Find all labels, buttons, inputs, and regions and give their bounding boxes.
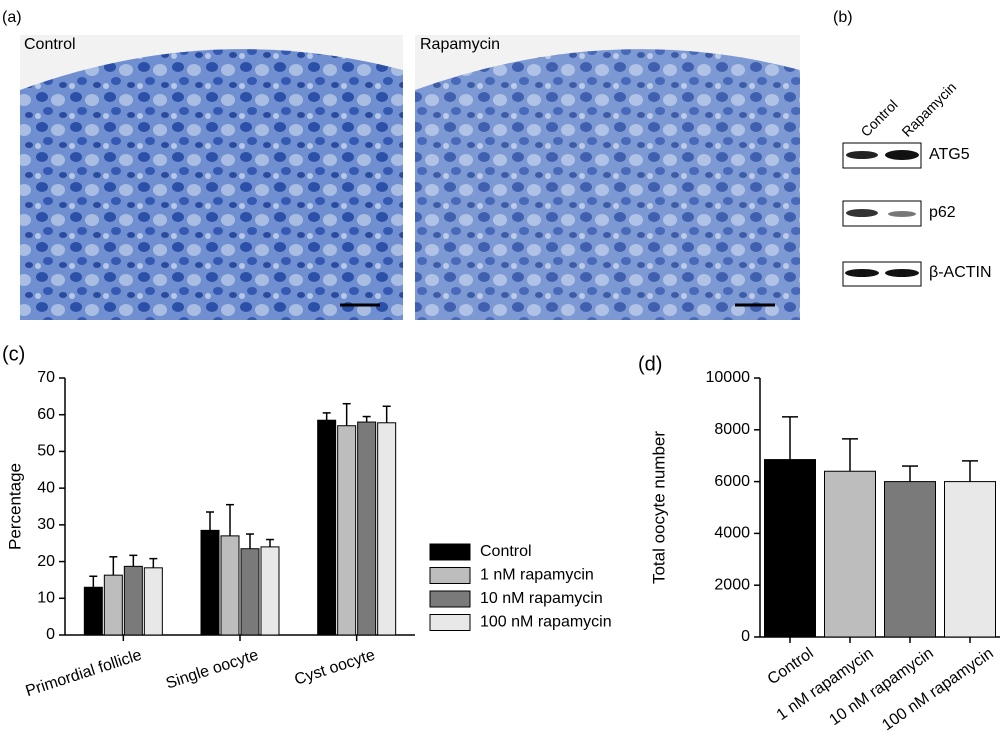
bar bbox=[377, 422, 397, 636]
legend-label: Control bbox=[480, 543, 532, 560]
x-tick-label: Single oocyte bbox=[164, 647, 261, 693]
legend-label: 10 nM rapamycin bbox=[480, 590, 603, 607]
y-tick-label: 60 bbox=[37, 406, 55, 423]
bar bbox=[824, 470, 876, 638]
x-tick-label: Control bbox=[765, 645, 817, 689]
bar bbox=[103, 574, 123, 636]
bar bbox=[200, 529, 220, 636]
blot bbox=[842, 142, 922, 287]
x-tick-label: Cyst oocyte bbox=[292, 647, 377, 689]
bar bbox=[83, 586, 103, 636]
legend-swatch bbox=[429, 543, 471, 561]
micrograph bbox=[20, 49, 403, 320]
bar bbox=[317, 419, 337, 636]
y-axis-label: Total oocyte number bbox=[649, 431, 668, 584]
y-tick-label: 50 bbox=[37, 443, 55, 460]
y-tick-label: 20 bbox=[37, 553, 55, 570]
panel-label: (c) bbox=[2, 343, 25, 365]
band-label: β-ACTIN bbox=[929, 264, 992, 281]
legend-swatch bbox=[429, 590, 471, 608]
y-tick-label: 4000 bbox=[714, 525, 750, 542]
band-label: ATG5 bbox=[929, 146, 970, 163]
bar bbox=[220, 535, 240, 636]
x-tick-label: 100 nM rapamycin bbox=[879, 645, 997, 734]
bar bbox=[143, 567, 163, 636]
legend-swatch bbox=[429, 567, 471, 584]
y-tick-label: 0 bbox=[741, 628, 750, 645]
bar bbox=[357, 421, 377, 636]
y-tick-label: 30 bbox=[37, 516, 55, 533]
y-tick-label: 40 bbox=[37, 479, 55, 496]
y-tick-label: 10 bbox=[37, 590, 55, 607]
panel-label: (a) bbox=[2, 9, 22, 26]
image-label: Control bbox=[24, 36, 76, 53]
panel-label: (b) bbox=[833, 9, 853, 26]
y-tick-label: 10000 bbox=[706, 369, 751, 386]
bar bbox=[260, 546, 280, 636]
bar bbox=[944, 481, 996, 638]
bar bbox=[123, 565, 143, 636]
bar bbox=[337, 425, 357, 636]
micrograph bbox=[415, 49, 800, 320]
y-tick-label: 70 bbox=[37, 369, 55, 386]
legend-label: 1 nM rapamycin bbox=[480, 567, 594, 584]
legend-label: 100 nM rapamycin bbox=[480, 614, 612, 631]
y-tick-label: 2000 bbox=[714, 576, 750, 593]
band-label: p62 bbox=[929, 204, 956, 221]
bar bbox=[240, 548, 260, 636]
x-tick-label: Primordial follicle bbox=[24, 647, 144, 701]
lane-label: Control bbox=[857, 97, 900, 140]
image-label: Rapamycin bbox=[420, 36, 500, 53]
y-tick-label: 8000 bbox=[714, 421, 750, 438]
y-tick-label: 6000 bbox=[714, 473, 750, 490]
bar bbox=[884, 481, 936, 638]
panel-label: (d) bbox=[638, 353, 662, 375]
bar bbox=[764, 459, 816, 638]
y-tick-label: 0 bbox=[46, 626, 55, 643]
x-tick-label: 10 nM rapamycin bbox=[826, 645, 936, 729]
legend-swatch bbox=[429, 614, 471, 631]
y-axis-label: Percentage bbox=[5, 463, 24, 550]
lane-label: Rapamycin bbox=[898, 79, 959, 140]
